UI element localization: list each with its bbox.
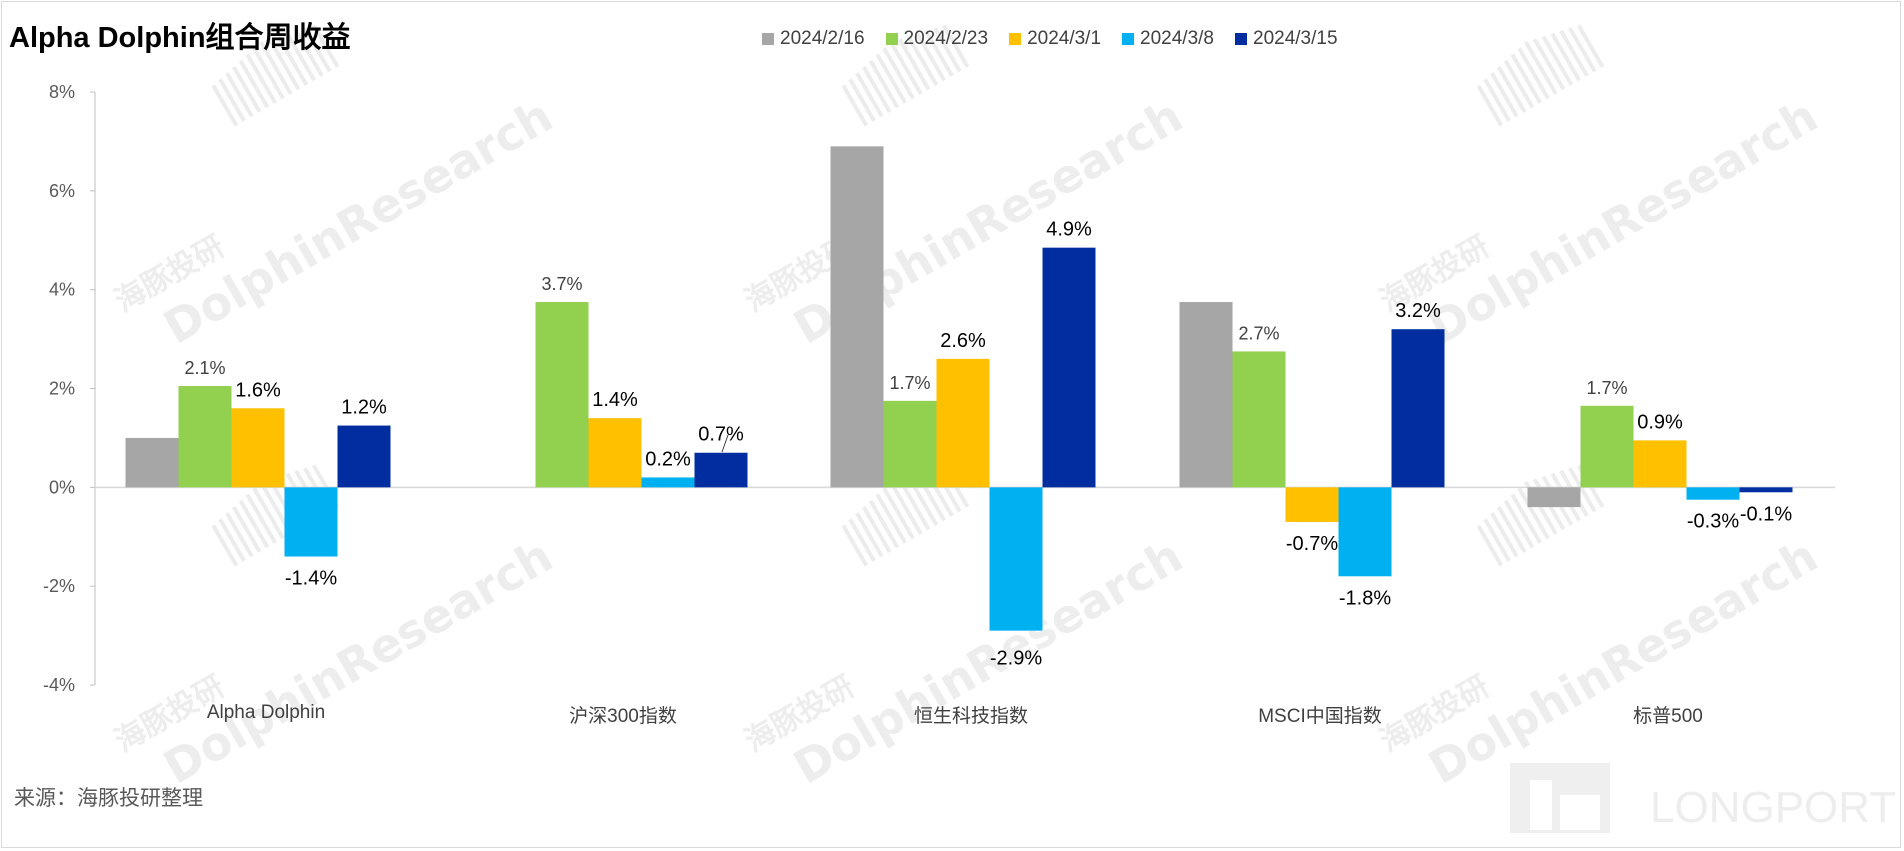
bar	[337, 425, 391, 488]
bar	[1179, 302, 1233, 488]
data-label: 3.7%	[541, 274, 582, 294]
bar	[883, 400, 937, 488]
bar	[641, 477, 695, 488]
bar	[1232, 351, 1286, 488]
data-label: 1.6%	[235, 379, 281, 401]
data-label: -0.7%	[1286, 533, 1338, 555]
data-label: -0.3%	[1687, 511, 1739, 533]
bar	[1686, 487, 1740, 500]
data-label: 1.2%	[341, 397, 387, 419]
leader-line	[721, 434, 729, 453]
legend-label: 2024/3/1	[1027, 28, 1102, 49]
data-label: -1.4%	[285, 568, 337, 590]
legend-swatch	[1235, 33, 1247, 45]
category-label: Alpha Dolphin	[207, 702, 325, 723]
bars-layer	[125, 146, 1793, 631]
bar	[1391, 329, 1445, 488]
bar	[1739, 487, 1793, 493]
y-tick-label: -4%	[43, 675, 75, 695]
legend-swatch	[762, 33, 774, 45]
bar	[1527, 487, 1581, 508]
chart-legend: 2024/2/16 2024/2/23 2024/3/1 2024/3/8 2024/3…	[762, 28, 1338, 50]
svg-text:DolphinResearch: DolphinResearch	[154, 88, 561, 354]
bar	[989, 487, 1043, 631]
bar	[588, 418, 642, 488]
data-label: 0.7%	[698, 424, 744, 446]
longport-logo: LONGPORT	[1510, 763, 1896, 833]
category-label: MSCI中国指数	[1258, 705, 1382, 727]
legend-swatch	[1009, 33, 1022, 45]
legend-swatch	[885, 33, 898, 45]
legend-label: 2024/2/16	[780, 28, 865, 49]
bar	[1042, 247, 1096, 488]
chart-title: Alpha Dolphin组合周收益	[9, 22, 351, 54]
svg-text:DolphinResearch: DolphinResearch	[784, 528, 1191, 794]
y-tick-label: 0%	[49, 477, 75, 497]
svg-text:DolphinResearch: DolphinResearch	[154, 528, 561, 794]
bar	[1285, 487, 1339, 522]
bar	[535, 302, 589, 488]
y-tick-label: 8%	[49, 82, 75, 102]
legend-swatch	[1122, 33, 1135, 45]
source-note: 来源：海豚投研整理	[14, 787, 203, 810]
bar	[1580, 405, 1634, 488]
bar	[231, 408, 285, 488]
category-label: 沪深300指数	[569, 705, 677, 727]
legend-item: 2024/2/23	[885, 28, 989, 50]
bar	[178, 386, 232, 488]
legend-label: 2024/3/15	[1253, 28, 1338, 49]
data-label: 2.6%	[940, 330, 986, 352]
bar	[1633, 440, 1687, 488]
legend-item: 2024/3/15	[1235, 28, 1338, 50]
data-label: 1.4%	[592, 389, 638, 411]
legend-item: 2024/2/16	[762, 28, 865, 50]
svg-text:DolphinResearch: DolphinResearch	[1419, 88, 1826, 354]
legend-label: 2024/3/8	[1140, 28, 1214, 49]
data-label: 0.2%	[645, 448, 691, 470]
data-label: 1.7%	[1586, 378, 1627, 398]
y-tick-label: 2%	[49, 379, 75, 399]
bar	[284, 487, 338, 557]
data-label: 3.2%	[1395, 300, 1441, 322]
bar	[936, 358, 990, 488]
data-label: 1.7%	[889, 373, 930, 393]
bar	[125, 437, 179, 488]
svg-text:DolphinResearch: DolphinResearch	[1419, 528, 1826, 794]
longport-text: LONGPORT	[1650, 783, 1896, 832]
data-label: 0.9%	[1637, 411, 1683, 433]
data-label: -0.1%	[1740, 503, 1792, 525]
bar	[1338, 487, 1392, 577]
y-tick-label: 6%	[49, 181, 75, 201]
y-tick-label: -2%	[43, 576, 75, 596]
data-label: -1.8%	[1339, 587, 1391, 609]
category-label: 标普500	[1633, 705, 1703, 727]
legend-item: 2024/3/8	[1122, 28, 1214, 50]
legend-label: 2024/2/23	[903, 28, 989, 49]
bar	[830, 146, 884, 488]
data-labels-layer: 2.1% 1.6% -1.4% 1.2% 3.7% 1.4% 0.2% 0.7% 1.7% 2.6…	[184, 219, 1792, 670]
data-label: -2.9%	[990, 648, 1042, 670]
category-label: 恒生科技指数	[914, 705, 1028, 727]
bar	[694, 452, 748, 488]
y-tick-label: 4%	[49, 280, 75, 300]
data-label: 2.1%	[184, 358, 225, 378]
data-label: 2.7%	[1238, 323, 1279, 343]
data-label: 4.9%	[1046, 219, 1092, 241]
legend-item: 2024/3/1	[1009, 28, 1101, 50]
